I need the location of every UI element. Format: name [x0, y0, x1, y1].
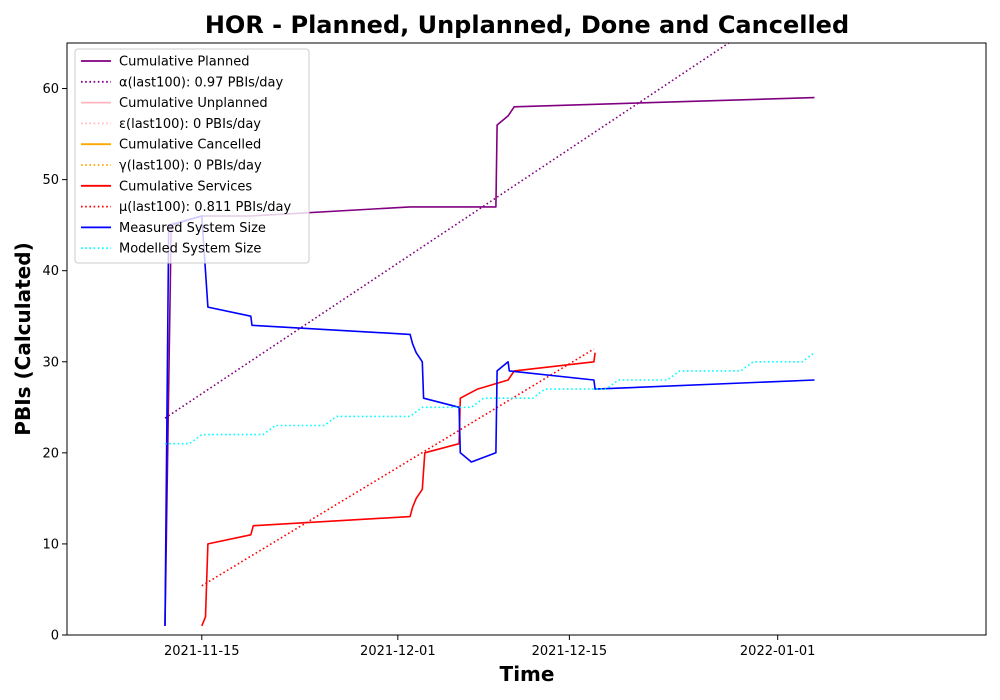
- y-tick-label: 60: [42, 82, 59, 97]
- x-tick-label: 2021-12-15: [532, 644, 608, 659]
- legend-label: Modelled System Size: [119, 242, 261, 257]
- y-axis-label: PBIs (Calculated): [11, 242, 35, 435]
- chart-title: HOR - Planned, Unplanned, Done and Cance…: [205, 11, 849, 39]
- y-tick-label: 20: [42, 446, 59, 461]
- legend-label: α(last100): 0.97 PBIs/day: [119, 75, 284, 90]
- legend-box: [74, 48, 310, 264]
- legend-label: Cumulative Unplanned: [119, 96, 268, 111]
- x-tick-label: 2021-12-01: [360, 644, 436, 659]
- series-line-measured-system-size: [164, 215, 815, 626]
- y-tick-label: 10: [42, 537, 59, 552]
- series-line-cumulative-services: [201, 352, 596, 627]
- legend-label: γ(last100): 0 PBIs/day: [119, 159, 262, 174]
- series-line-modelled-system-size: [165, 352, 815, 445]
- y-tick-label: 40: [42, 264, 59, 279]
- series-line-last100-0-811-pbis-day: [201, 348, 595, 587]
- legend-label: ε(last100): 0 PBIs/day: [119, 117, 261, 132]
- x-tick-label: 2021-11-15: [164, 644, 240, 659]
- legend-label: Cumulative Cancelled: [119, 138, 261, 153]
- legend-label: Cumulative Planned: [119, 55, 249, 70]
- x-tick-label: 2022-01-01: [740, 644, 816, 659]
- series-line-last100-0-97-pbis-day: [164, 43, 730, 419]
- axis-ticks: 2021-11-15 2021-12-01 2021-12-15 2022-01-01…: [42, 82, 815, 659]
- legend-label: μ(last100): 0.811 PBIs/day: [119, 200, 291, 215]
- axes-frame: [66, 42, 987, 636]
- legend: Cumulative Planned α(last100): 0.97 PBIs/…: [74, 48, 310, 264]
- legend-label: Cumulative Services: [119, 179, 252, 194]
- y-tick-label: 30: [42, 355, 59, 370]
- x-axis-label: Time: [500, 662, 555, 686]
- y-tick-label: 0: [51, 629, 59, 644]
- legend-label: Measured System Size: [119, 221, 266, 236]
- y-tick-label: 50: [42, 173, 59, 188]
